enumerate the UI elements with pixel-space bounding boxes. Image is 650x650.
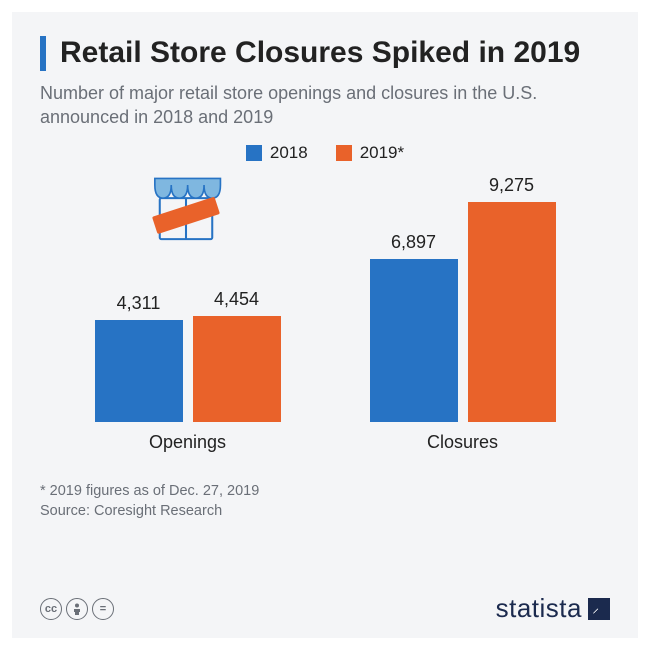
footnote-asterisk: * 2019 figures as of Dec. 27, 2019 — [40, 481, 610, 501]
cc-by-icon — [66, 598, 88, 620]
category-label: Openings — [149, 432, 226, 459]
bar-value-label: 4,454 — [214, 289, 259, 310]
footnote-source: Source: Coresight Research — [40, 501, 610, 521]
legend-swatch — [336, 145, 352, 161]
bar — [468, 202, 556, 422]
category-label: Closures — [427, 432, 498, 459]
cc-license-icons: cc = — [40, 598, 114, 620]
chart-subtitle: Number of major retail store openings an… — [40, 81, 610, 130]
legend-label: 2019* — [360, 143, 404, 163]
infographic-card: Retail Store Closures Spiked in 2019 Num… — [12, 12, 638, 638]
bar — [370, 259, 458, 423]
closed-store-icon — [145, 167, 227, 249]
bar-wrap: 6,897 — [370, 232, 458, 423]
legend-label: 2018 — [270, 143, 308, 163]
bar-value-label: 9,275 — [489, 175, 534, 196]
footnote: * 2019 figures as of Dec. 27, 2019 Sourc… — [40, 481, 610, 522]
chart-title: Retail Store Closures Spiked in 2019 — [60, 36, 610, 71]
bars: 6,897 9,275 — [370, 172, 556, 422]
title-block: Retail Store Closures Spiked in 2019 — [40, 36, 610, 71]
bar-value-label: 6,897 — [391, 232, 436, 253]
chart-area: 4,311 4,454 Openings 6,897 9,275 Closures — [40, 169, 610, 459]
bar — [95, 320, 183, 422]
cc-nd-icon: = — [92, 598, 114, 620]
bar-wrap: 9,275 — [468, 175, 556, 422]
cc-icon: cc — [40, 598, 62, 620]
bar-wrap: 4,454 — [193, 289, 281, 422]
bar — [193, 316, 281, 422]
legend: 2018 2019* — [40, 143, 610, 163]
bar-value-label: 4,311 — [117, 293, 161, 314]
footer: cc = statista — [40, 593, 610, 624]
logo-text: statista — [496, 593, 582, 624]
bar-group: 6,897 9,275 Closures — [336, 172, 589, 459]
statista-logo: statista — [496, 593, 610, 624]
logo-mark-icon — [588, 598, 610, 620]
legend-item: 2019* — [336, 143, 404, 163]
legend-item: 2018 — [246, 143, 308, 163]
bar-wrap: 4,311 — [95, 293, 183, 422]
legend-swatch — [246, 145, 262, 161]
